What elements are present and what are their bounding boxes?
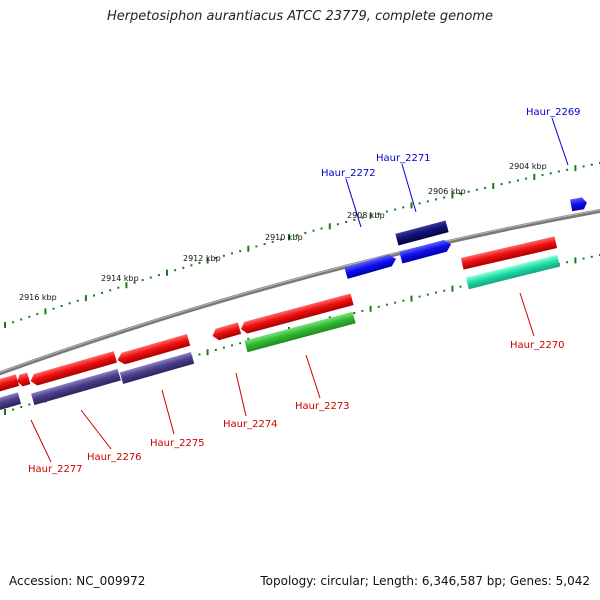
scale-label-2906: 2906 kbp [428,187,466,196]
gene-label-haur-2269: Haur_2269 [526,107,581,118]
gene-haur-2275 [117,334,191,365]
leader-line-haur-2277 [30,419,52,463]
gene-label-haur-2275: Haur_2275 [150,438,205,449]
gene-haur-2277 [17,372,31,387]
scale-label-2916: 2916 kbp [19,293,57,302]
scale-ticks-outer [4,162,600,328]
genome-backbone [0,208,600,376]
gene-label-haur-2271: Haur_2271 [376,153,431,164]
feature-haur-2272 [344,254,396,279]
scale-label-2912: 2912 kbp [183,254,221,263]
scale-label-2914: 2914 kbp [101,274,139,283]
genome-title: Herpetosiphon aurantiacus ATCC 23779, co… [106,9,494,24]
scale-label-2910: 2910 kbp [265,233,303,242]
leader-line-haur-2270 [519,292,535,337]
gene-haur-2270 [460,236,558,270]
leader-line-haur-2272 [345,178,362,228]
gene-label-haur-2276: Haur_2276 [87,452,142,463]
gene-label-haur-2270: Haur_2270 [510,340,565,351]
feature-haur-2273-green [244,311,356,353]
leader-line-haur-2274 [235,372,247,417]
gene-label-haur-2272: Haur_2272 [321,168,376,179]
gene-haur-2273 [240,293,354,334]
leader-line-haur-2276 [80,409,112,450]
feature-haur-2275-purple [119,352,195,384]
feature-haur-2271 [395,220,449,246]
feature-haur-2270-teal [465,254,561,290]
topology-text: Topology: circular; Length: 6,346,587 bp… [260,574,590,588]
feature-haur-2271-b [399,240,452,264]
feature-haur-2269 [570,197,587,212]
leader-line-haur-2271 [401,163,417,213]
genome-backbone-highlight [0,209,600,373]
leader-line-haur-2275 [161,389,175,435]
feature-haur-2276-purple [31,368,121,406]
accession-text: Accession: NC_009972 [9,574,146,588]
leader-line-haur-2273 [305,354,321,399]
scale-label-2908: 2908 kbp [347,211,385,220]
gene-label-haur-2274: Haur_2274 [223,419,278,430]
gene-label-haur-2277: Haur_2277 [28,464,83,475]
gene-haur-2274 [212,322,242,341]
gene-label-haur-2273: Haur_2273 [295,401,350,412]
leader-line-haur-2269 [551,117,569,166]
gene-haur-2278 [0,374,20,394]
scale-label-2904: 2904 kbp [509,162,547,171]
gene-haur-2276 [30,351,117,386]
feature-haur-2277-purple [0,392,22,413]
